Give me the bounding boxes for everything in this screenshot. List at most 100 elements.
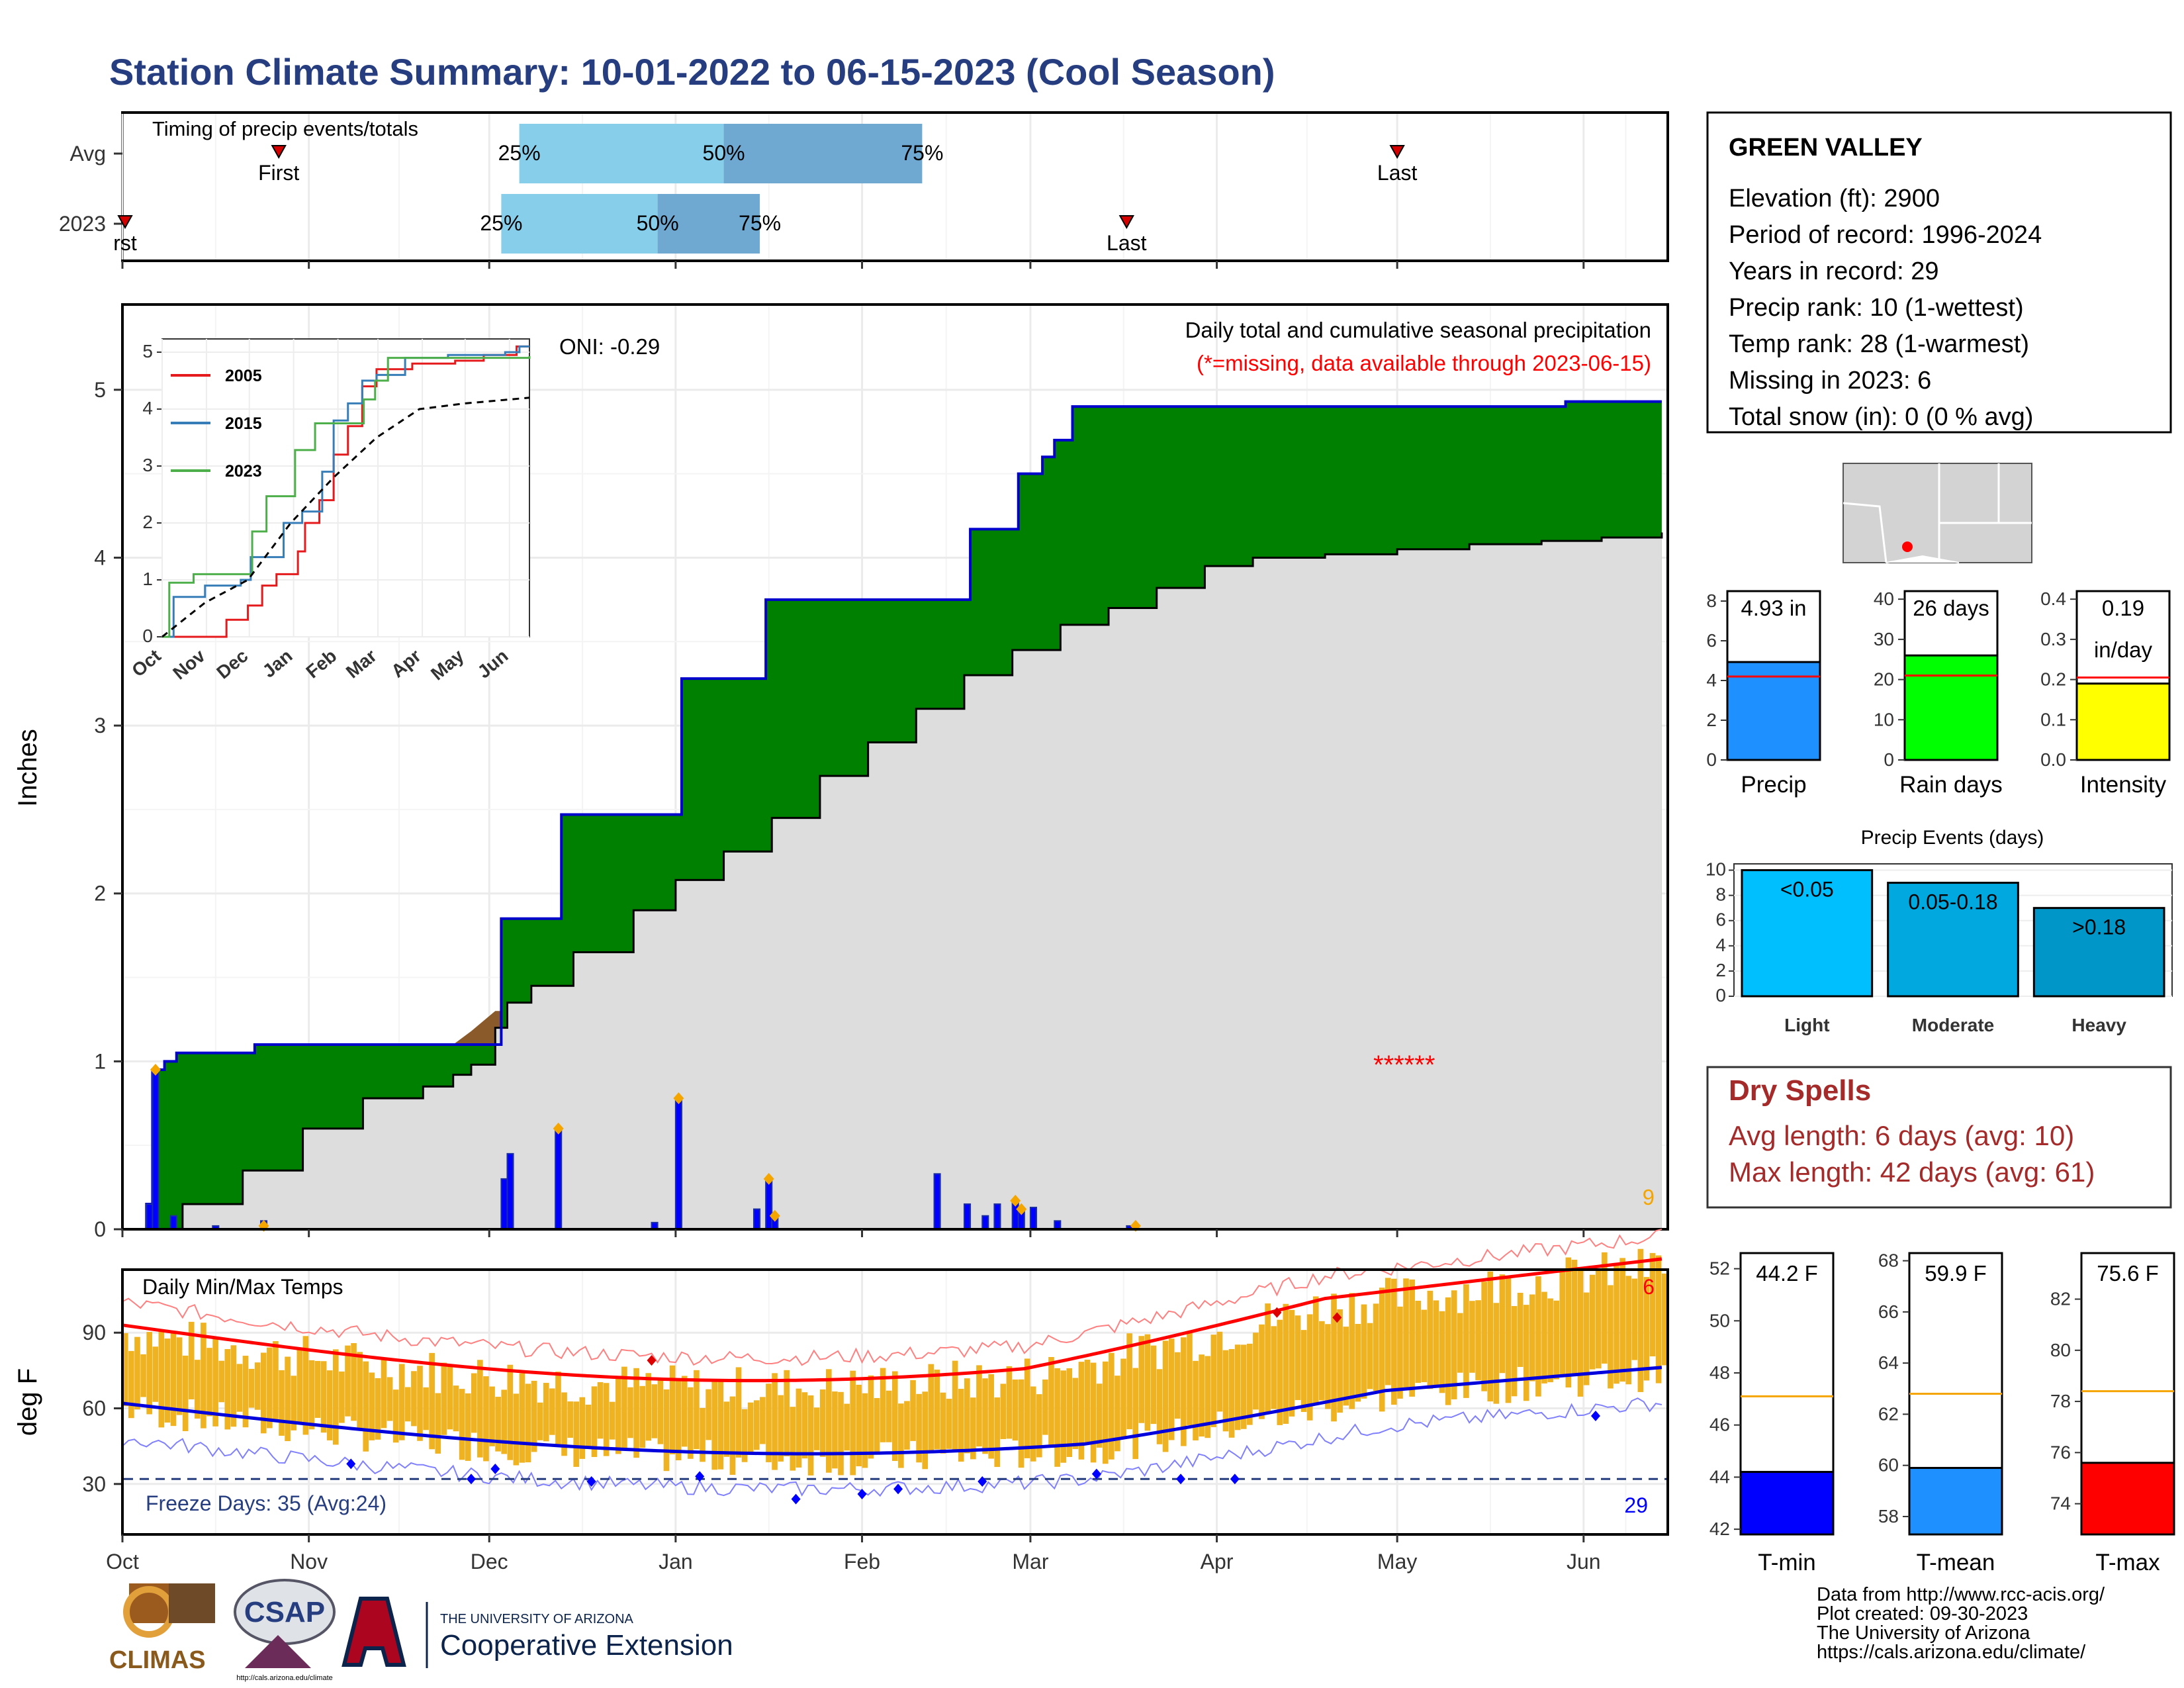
- temp-range-bar: [1216, 1331, 1223, 1412]
- temp-range-bar: [1168, 1338, 1175, 1440]
- temp-range-bar: [1403, 1278, 1409, 1387]
- temp-range-bar: [1415, 1301, 1422, 1383]
- temp-bar-value: [1908, 1467, 2003, 1536]
- month-label: Nov: [290, 1550, 328, 1573]
- temp-range-bar: [639, 1385, 645, 1448]
- mini-bar-tick: 0: [1884, 749, 1894, 770]
- timing-p50: 50%: [703, 141, 745, 165]
- temp-range-bar: [1547, 1298, 1553, 1383]
- temp-range-bar: [1247, 1343, 1253, 1425]
- temp-range-bar: [934, 1370, 940, 1450]
- temp-range-bar: [1631, 1278, 1638, 1360]
- temp-range-bar: [1078, 1362, 1085, 1460]
- temp-range-bar: [1385, 1278, 1391, 1385]
- dry-spells-box: Dry Spells Avg length: 6 days (avg: 10) …: [1706, 1066, 2172, 1209]
- temp-range-bar: [279, 1370, 285, 1436]
- events-bar: [2032, 907, 2165, 998]
- temp-range-bar: [1614, 1264, 1619, 1384]
- timing-first-label: First: [258, 161, 299, 185]
- temp-range-bar: [1253, 1333, 1259, 1410]
- temp-range-bar: [1000, 1383, 1007, 1439]
- temp-range-bar: [621, 1366, 627, 1448]
- temp-range-bar: [1463, 1284, 1469, 1398]
- temp-range-bar: [760, 1397, 766, 1444]
- timing-panel: Timing of precip events/totals Avg 25% 50%…: [59, 111, 1669, 262]
- temp-range-bar: [952, 1360, 958, 1452]
- temp-range-bar: [254, 1362, 261, 1410]
- timing-p50: 50%: [637, 211, 679, 235]
- record-marker: [1010, 1194, 1021, 1207]
- temp-bar-tick: 58: [1878, 1506, 1899, 1526]
- temp-range-bar: [230, 1345, 237, 1427]
- temp-range-bar: [603, 1383, 610, 1456]
- timing-last-marker: [1389, 145, 1405, 160]
- temp-range-bar: [1210, 1335, 1217, 1427]
- temp-range-bar: [1571, 1260, 1578, 1374]
- inset-line-2015: [162, 345, 529, 638]
- temp-range-bar: [796, 1388, 802, 1468]
- temp-range-bar: [339, 1371, 345, 1423]
- temp-range-bar: [332, 1349, 339, 1445]
- temp-range-bar: [1349, 1293, 1355, 1409]
- temp-range-bar: [201, 1323, 206, 1429]
- temp-range-bar: [1193, 1360, 1199, 1440]
- temp-range-bar: [158, 1330, 165, 1428]
- temp-range-bar: [170, 1331, 177, 1427]
- temp-range-bar: [964, 1378, 970, 1454]
- temp-range-bar: [387, 1377, 393, 1421]
- temp-range-bar: [1084, 1360, 1091, 1444]
- footer-line: The University of Arizona: [1817, 1622, 2030, 1644]
- record-marker: [763, 1172, 774, 1185]
- temp-range-bar: [958, 1389, 964, 1462]
- station-line: Total snow (in): 0 (0 % avg): [1729, 403, 2033, 431]
- station-line: Elevation (ft): 2900: [1729, 185, 1940, 212]
- daily-precip-bar: [152, 1069, 159, 1230]
- temp-range-bar: [369, 1372, 375, 1440]
- temp-range-bar: [1643, 1277, 1650, 1381]
- temp-range-bar: [1295, 1315, 1301, 1401]
- temp-range-bar: [1661, 1273, 1668, 1366]
- temp-range-bar: [609, 1401, 615, 1440]
- legend-label: 2015: [225, 414, 262, 433]
- temp-range-bar: [1559, 1269, 1566, 1374]
- normal-low-line: [122, 1366, 1662, 1456]
- temp-range-bar: [1565, 1257, 1572, 1387]
- temp-range-bar: [1602, 1252, 1608, 1364]
- temp-range-bar: [813, 1407, 820, 1450]
- timing-bar-50-75: [657, 194, 760, 254]
- temp-range-bar: [1397, 1306, 1403, 1399]
- temp-range-bar: [1319, 1321, 1325, 1401]
- month-label: May: [1377, 1550, 1417, 1573]
- temp-range-bar: [1300, 1330, 1307, 1413]
- daily-precip-bar: [146, 1203, 154, 1231]
- record-marker: [769, 1209, 780, 1222]
- temp-bar-label: T-min: [1758, 1550, 1816, 1575]
- temp-range-bar: [1132, 1368, 1139, 1460]
- temp-range-bar: [886, 1390, 892, 1442]
- temp-range-bar: [1199, 1354, 1205, 1437]
- temp-range-bar: [435, 1393, 441, 1454]
- station-location-marker: [1902, 541, 1913, 552]
- temp-range-bar: [513, 1393, 520, 1466]
- temp-bar-tick: 64: [1878, 1352, 1899, 1373]
- mini-bar-value: [1726, 661, 1821, 761]
- events-y-tick: 10: [1706, 859, 1726, 880]
- temp-range-bar: [723, 1401, 730, 1457]
- temp-range-bar: [898, 1403, 904, 1468]
- daily-precip-bar: [1029, 1207, 1038, 1230]
- temp-range-bar: [1619, 1258, 1625, 1382]
- temp-range-bar: [694, 1370, 700, 1450]
- mini-bar-label: Precip: [1741, 772, 1806, 798]
- temp-bar-tick: 76: [2050, 1442, 2071, 1462]
- footer-line: Plot created: 09-30-2023: [1817, 1603, 2028, 1624]
- temp-range-bar: [579, 1397, 586, 1459]
- timing-last-label: Last: [1107, 231, 1147, 255]
- temp-range-bar: [874, 1397, 880, 1454]
- temp-range-bar: [946, 1399, 952, 1449]
- temp-range-bar: [910, 1380, 916, 1441]
- temp-range-bar: [741, 1409, 748, 1462]
- temp-range-bar: [188, 1321, 195, 1399]
- temp-range-bar: [531, 1380, 537, 1452]
- temp-range-bar: [1150, 1345, 1157, 1425]
- temp-range-bar: [585, 1404, 592, 1449]
